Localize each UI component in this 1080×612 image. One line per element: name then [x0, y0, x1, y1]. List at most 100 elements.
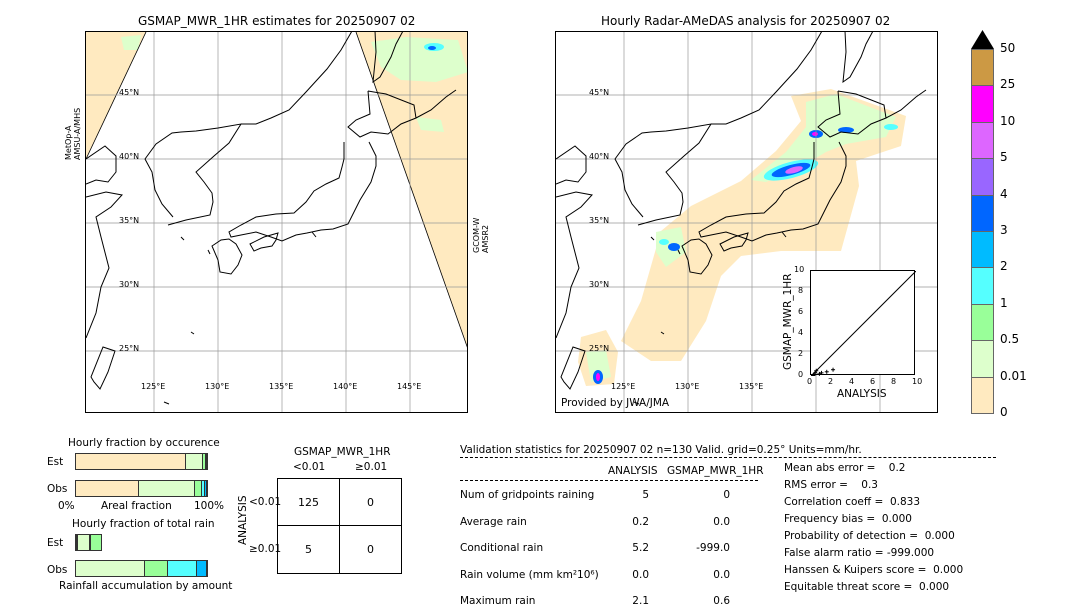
inset-xtick: 2 — [828, 377, 834, 386]
colorbar-segment — [971, 303, 994, 342]
divider — [460, 480, 758, 481]
scatter-point — [819, 370, 824, 375]
lon-tick: 145°E — [397, 382, 422, 391]
stats-col-gsmap: GSMAP_MWR_1HR — [667, 465, 764, 477]
occurrence-obs-bar — [75, 480, 208, 497]
colorbar-label: 5 — [1000, 150, 1008, 165]
contingency-col1: <0.01 — [293, 461, 326, 473]
lat-tick: 25°N — [589, 344, 610, 353]
scatter-point — [824, 369, 829, 374]
one-to-one-line — [810, 270, 917, 377]
score-line: Mean abs error = 0.2 — [784, 462, 906, 474]
bar-segment — [167, 561, 197, 576]
bar-segment — [145, 561, 168, 576]
colorbar-segment — [971, 231, 994, 269]
colorbar-label: 50 — [1000, 41, 1016, 55]
lat-tick: 40°N — [589, 152, 610, 161]
radar-analysis-map — [555, 31, 938, 413]
lon-tick: 130°E — [205, 382, 230, 391]
inset-xtick: 0 — [807, 377, 813, 386]
score-line: Probability of detection = 0.000 — [784, 530, 955, 542]
inset-ytick: 0 — [798, 370, 804, 379]
cell-miss: 5 — [277, 525, 340, 574]
inset-ytick: 4 — [798, 328, 804, 337]
lon-tick: 135°E — [269, 382, 294, 391]
occurrence-est-bar — [75, 453, 208, 470]
bar-segment — [75, 534, 77, 551]
occ-x0: 0% — [58, 500, 75, 512]
lon-tick: 140°E — [333, 382, 358, 391]
bar-segment — [203, 454, 206, 469]
bar-segment — [76, 561, 146, 576]
colorbar-segment — [971, 158, 994, 196]
colorbar-segment — [971, 49, 994, 87]
map-canvas — [556, 32, 937, 412]
left-map-title: GSMAP_MWR_1HR estimates for 20250907 02 — [138, 14, 416, 28]
stat-analysis-value: 0.2 — [632, 515, 649, 528]
lat-tick: 45°N — [119, 88, 140, 97]
credit-text: Provided by JWA/JMA — [561, 397, 670, 409]
cell-hit-none: 125 — [277, 478, 340, 526]
contingency-ylabel: ANALYSIS — [237, 495, 249, 545]
inset-xtick: 8 — [891, 377, 897, 386]
gsmap-estimate-map — [85, 31, 468, 413]
inset-xtick: 4 — [849, 377, 855, 386]
colorbar-label: 0 — [1000, 405, 1008, 419]
bar-segment — [196, 561, 207, 576]
colorbar-segment — [971, 267, 994, 305]
stat-analysis-value: 2.1 — [632, 595, 649, 607]
lon-tick: 130°E — [675, 382, 700, 391]
colorbar-segment — [971, 340, 994, 378]
score-line: Hanssen & Kuipers score = 0.000 — [784, 564, 964, 576]
colorbar-label: 2 — [1000, 259, 1008, 274]
bar-segment — [205, 454, 207, 469]
colorbar-label: 1 — [1000, 295, 1008, 310]
stats-header: Validation statistics for 20250907 02 n=… — [460, 444, 862, 456]
occ-x1: 100% — [194, 500, 225, 512]
contingency-title: GSMAP_MWR_1HR — [294, 446, 391, 458]
inset-xtick: 10 — [912, 377, 923, 386]
stats-col-analysis: ANALYSIS — [608, 465, 658, 477]
stat-analysis-value: 0.0 — [632, 568, 649, 581]
tr-est-label: Est — [47, 537, 64, 549]
lat-tick: 25°N — [119, 344, 140, 353]
scatter-inset — [810, 270, 917, 378]
score-line: Correlation coeff = 0.833 — [784, 496, 920, 508]
stat-label: Average rain — [460, 515, 527, 528]
bar-segment — [205, 481, 207, 496]
stat-gsmap-value: 0.0 — [713, 568, 730, 581]
inset-ytick: 6 — [798, 307, 804, 316]
lat-tick: 30°N — [589, 280, 610, 289]
contingency-row2: ≥0.01 — [249, 543, 282, 555]
score-line: False alarm ratio = -999.000 — [784, 547, 935, 559]
stat-label: Maximum rain — [460, 595, 536, 607]
score-line: Frequency bias = 0.000 — [784, 513, 912, 525]
lon-tick: 135°E — [739, 382, 764, 391]
score-line: RMS error = 0.3 — [784, 479, 878, 491]
right-swath-label: GCOM-W AMSR2 — [472, 217, 490, 253]
inset-ytick: 10 — [794, 265, 805, 274]
stat-gsmap-value: 0 — [723, 489, 730, 501]
inset-ytick: 2 — [798, 349, 804, 358]
bar-segment — [90, 534, 103, 551]
bar-segment — [195, 481, 202, 496]
contingency-col2: ≥0.01 — [355, 461, 388, 473]
colorbar-label: 10 — [1000, 113, 1016, 128]
inset-xtick: 6 — [870, 377, 876, 386]
stat-analysis-value: 5 — [642, 489, 649, 501]
lat-tick: 35°N — [589, 216, 610, 225]
bar-segment — [186, 454, 204, 469]
occ-xlabel: Areal fraction — [101, 500, 172, 512]
colorbar-segment — [971, 121, 994, 160]
colorbar-segment — [971, 194, 994, 232]
stat-gsmap-value: 0.0 — [713, 515, 730, 528]
stat-analysis-value: 5.2 — [632, 542, 649, 554]
colorbar-label: 3 — [1000, 223, 1008, 237]
bar-segment — [201, 481, 206, 496]
colorbar-label: 0.5 — [1000, 332, 1020, 347]
inset-ytick: 8 — [798, 286, 804, 295]
colorbar-extend-arrow — [971, 30, 994, 49]
tr-obs-label: Obs — [47, 564, 68, 576]
stat-label: Num of gridpoints raining — [460, 489, 595, 501]
total-rain-obs-bar — [75, 560, 208, 577]
